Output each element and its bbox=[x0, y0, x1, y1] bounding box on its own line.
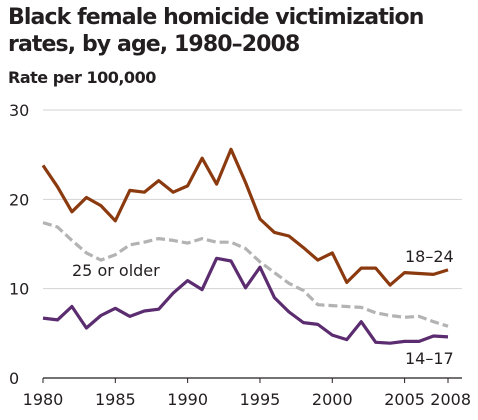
y-tick-label: 30 bbox=[9, 101, 29, 120]
x-tick-label: 2005 bbox=[384, 390, 425, 409]
x-tick-label: 2008 bbox=[430, 390, 471, 409]
y-tick-label: 0 bbox=[9, 369, 19, 388]
x-tick-label: 2000 bbox=[312, 390, 353, 409]
x-tick-label: 1985 bbox=[95, 390, 136, 409]
tick-labels: 0 10 20 30 1980 1985 1990 1995 2000 2005 2008 bbox=[9, 101, 471, 409]
series-label-0: 18–24 bbox=[405, 247, 454, 266]
series-lines bbox=[41, 147, 449, 345]
y-axis-label: Rate per 100,000 bbox=[8, 68, 156, 87]
chart-title: Black female homicide victimization rate… bbox=[8, 5, 424, 57]
series-labels: 18–24 25 or older 14–17 bbox=[72, 247, 454, 368]
series-line-2 bbox=[42, 256, 449, 345]
x-tick-label: 1990 bbox=[167, 390, 208, 409]
x-tick-label: 1980 bbox=[23, 390, 64, 409]
series-label-1: 25 or older bbox=[72, 261, 160, 280]
series-label-2: 14–17 bbox=[405, 349, 454, 368]
series-line-0 bbox=[41, 147, 449, 287]
gridlines bbox=[43, 109, 462, 379]
y-tick-label: 20 bbox=[9, 190, 29, 209]
series-line-1 bbox=[42, 221, 449, 328]
x-tick-label: 1995 bbox=[240, 390, 281, 409]
y-tick-label: 10 bbox=[9, 280, 29, 299]
